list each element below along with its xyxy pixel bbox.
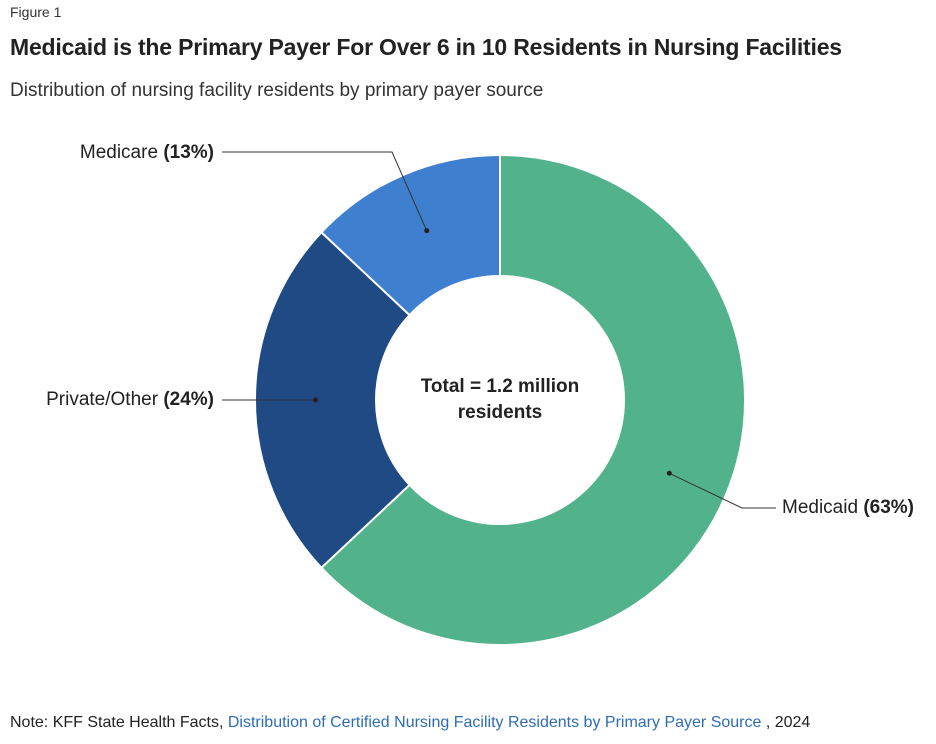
source-link[interactable]: Distribution of Certified Nursing Facili… [227,714,762,731]
note-prefix: Note: KFF State Health Facts, [10,714,228,731]
chart-title: Medicaid is the Primary Payer For Over 6… [10,34,842,60]
slice-label-medicaid: Medicaid (63%) [782,497,914,519]
leader-line-medicaid [669,472,776,509]
slice-label-value: (24%) [163,389,214,410]
chart-subtitle: Distribution of nursing facility residen… [10,80,544,101]
leader-dot-medicaid [666,470,672,476]
slice-label-value: (63%) [863,497,915,518]
donut-slice-medicare [319,153,501,317]
slice-label-name: Private/Other [46,389,159,410]
slice-label-name: Medicare [79,142,159,163]
donut-chart [222,151,776,646]
leader-dot-medicare [424,228,430,234]
leader-dot-private-other [313,397,318,403]
slice-label-private-other: Private/Other (24%) [46,389,214,411]
leader-line-medicare [222,151,428,231]
center-label-line2: residents [457,402,543,423]
donut-slice-private-other [254,230,412,570]
slice-label-name: Medicaid [782,497,859,518]
center-label-line1: Total = 1.2 million [420,376,580,397]
source-note: Note: KFF State Health Facts, Distributi… [10,714,810,732]
donut-center-label: Total = 1.2 million residents [400,374,600,426]
slice-label-value: (13%) [163,142,214,163]
slice-label-medicare: Medicare (13%) [80,142,214,164]
donut-slice-medicaid [319,153,746,646]
note-suffix: , 2024 [761,714,811,731]
figure-label: Figure 1 [10,4,62,20]
